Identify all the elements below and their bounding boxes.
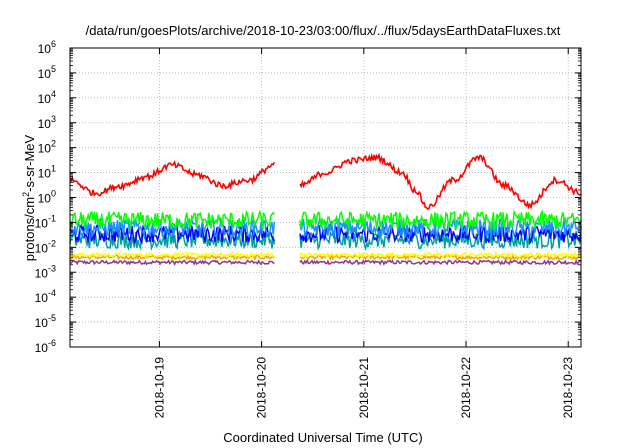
x-tick-label: 2018-10-20 — [255, 357, 269, 419]
y-tick-label: 10-2 — [35, 238, 56, 255]
series-line — [69, 253, 582, 262]
x-axis-label: Coordinated Universal Time (UTC) — [223, 430, 422, 445]
x-tick-label: 2018-10-22 — [459, 357, 473, 419]
x-tick-label: 2018-10-21 — [357, 357, 371, 419]
chart-title: /data/run/goesPlots/archive/2018-10-23/0… — [86, 23, 561, 38]
y-tick-label: 10-3 — [35, 263, 56, 280]
y-tick-label: 10-1 — [35, 213, 56, 230]
y-tick-labels: 10-6 10-5 10-4 10-3 10-2 10-1 100 101 102 103 104 1… — [35, 39, 56, 355]
x-tick-labels: 2018-10-19 2018-10-20 2018-10-21 2018-10-22… — [152, 357, 575, 419]
y-tick-label: 10-6 — [35, 338, 56, 355]
series-lines — [69, 152, 582, 266]
series-line — [69, 209, 582, 232]
y-tick-label: 105 — [38, 64, 56, 81]
y-axis-label-base: protons/cm — [22, 197, 37, 261]
y-tick-label: 102 — [38, 139, 56, 156]
y-tick-label: 106 — [38, 39, 56, 56]
y-tick-label: 104 — [38, 89, 56, 106]
y-tick-label: 101 — [38, 164, 56, 181]
y-axis-label-sup: 2 — [21, 192, 31, 197]
y-axis-label: protons/cm2-s-sr-MeV — [21, 134, 37, 261]
x-tick-label: 2018-10-23 — [561, 357, 575, 419]
y-tick-label: 10-5 — [35, 313, 56, 330]
series-line — [69, 251, 582, 259]
y-tick-label: 100 — [38, 189, 56, 206]
y-tick-label: 10-4 — [35, 288, 56, 305]
series-line — [69, 152, 582, 211]
axis-ticks — [70, 47, 581, 348]
y-tick-label: 103 — [38, 114, 56, 131]
x-tick-label: 2018-10-19 — [152, 357, 166, 419]
series-line — [69, 258, 582, 266]
y-axis-label-rest: -s-sr-MeV — [22, 134, 37, 191]
